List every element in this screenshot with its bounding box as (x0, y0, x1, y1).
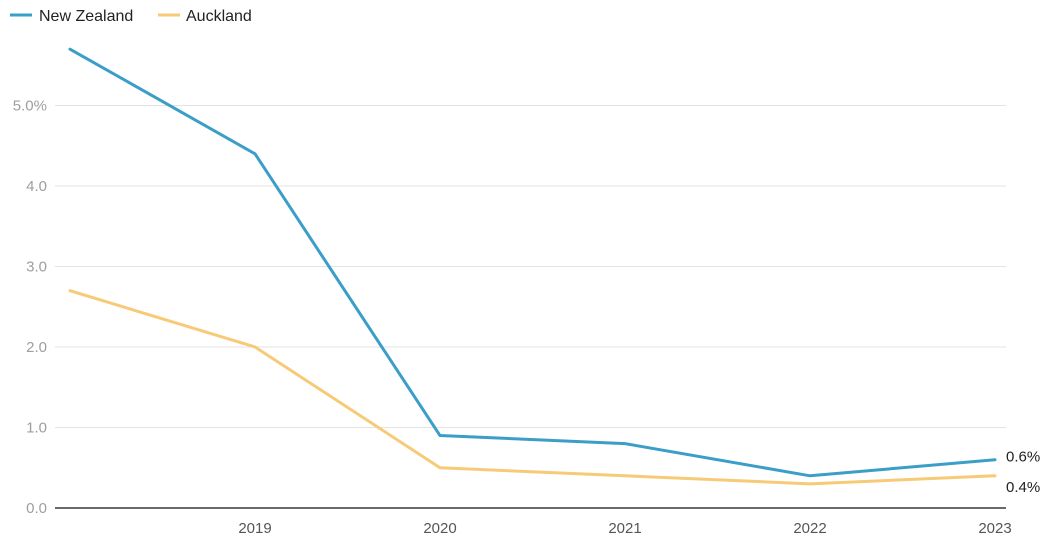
x-tick-label: 2022 (793, 520, 826, 537)
x-tick-label: 2020 (423, 520, 456, 537)
x-axis-ticks: 2019 2020 2021 2022 2023 (238, 520, 1011, 537)
y-tick-label: 4.0 (26, 178, 47, 195)
x-tick-label: 2021 (608, 520, 641, 537)
x-tick-label: 2023 (978, 520, 1011, 537)
x-tick-label: 2019 (238, 520, 271, 537)
legend-label-auckland: Auckland (186, 8, 252, 25)
y-tick-label: 0.0 (26, 500, 47, 517)
y-tick-label: 1.0 (26, 420, 47, 437)
y-tick-label: 2.0 (26, 339, 47, 356)
legend-item-auckland: Auckland (158, 8, 252, 25)
legend: New Zealand Auckland (10, 8, 252, 25)
legend-item-new-zealand: New Zealand (10, 8, 133, 25)
end-label-auckland: 0.4% (1006, 479, 1040, 496)
end-label-new-zealand: 0.6% (1006, 449, 1040, 466)
series-line-new-zealand (68, 47, 997, 478)
series-line-auckland (68, 289, 997, 486)
legend-label-new-zealand: New Zealand (39, 8, 133, 25)
gridlines (55, 105, 1006, 428)
end-labels: 0.6% 0.4% (1006, 449, 1040, 496)
y-tick-label: 3.0 (26, 259, 47, 276)
y-axis-ticks: 0.0 1.0 2.0 3.0 4.0 5.0% (13, 98, 47, 518)
series-lines (68, 47, 997, 486)
y-tick-label: 5.0% (13, 98, 47, 115)
